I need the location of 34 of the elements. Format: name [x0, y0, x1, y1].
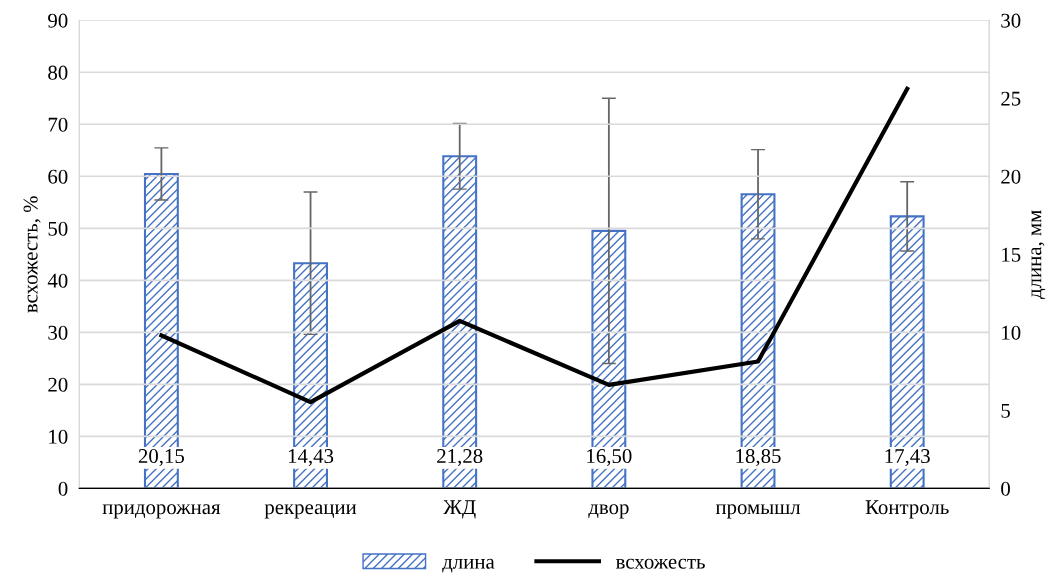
data-label: 16,50 [587, 449, 632, 467]
y-tick-label: 40 [47, 273, 68, 288]
data-label: 20,15 [138, 449, 185, 467]
y-tick-label: 70 [48, 117, 68, 132]
y2-tick-label: 20 [1001, 169, 1021, 184]
y-tick-label: 90 [48, 13, 68, 28]
y2-tick-label: 15 [1002, 247, 1021, 262]
y2-tick-label: 0 [1001, 481, 1010, 496]
data-label: 14,43 [288, 449, 334, 467]
y-axis-title: всхожесть, % [23, 196, 41, 313]
x-tick-label: промышл [715, 504, 801, 519]
y-tick-label: 10 [49, 429, 68, 444]
y-tick-label: 50 [48, 221, 68, 236]
y2-tick-label: 30 [1001, 13, 1021, 28]
y-tick-label: 80 [48, 65, 68, 80]
y2-axis-title: длина, мм [1031, 210, 1046, 299]
x-tick-label: ЖД [443, 500, 476, 519]
legend-label: всхожесть [615, 558, 705, 569]
data-label: 18,85 [736, 449, 781, 467]
x-tick-label: двор [588, 504, 629, 519]
data-label: 21,28 [437, 449, 483, 467]
x-tick-label: придорожная [102, 504, 221, 519]
y2-tick-label: 25 [1001, 91, 1021, 106]
x-tick-label: рекреации [264, 504, 357, 519]
y2-tick-label: 5 [1001, 403, 1010, 418]
y2-tick-label: 10 [1002, 325, 1021, 340]
data-label: 17,43 [885, 449, 930, 467]
y-tick-label: 30 [48, 325, 68, 340]
legend-label: длина [442, 558, 495, 573]
y-tick-label: 0 [58, 481, 68, 496]
y-tick-label: 20 [48, 377, 68, 392]
x-tick-label: Контроль [865, 500, 949, 519]
line-series [159, 86, 910, 405]
y-tick-label: 60 [48, 169, 68, 184]
